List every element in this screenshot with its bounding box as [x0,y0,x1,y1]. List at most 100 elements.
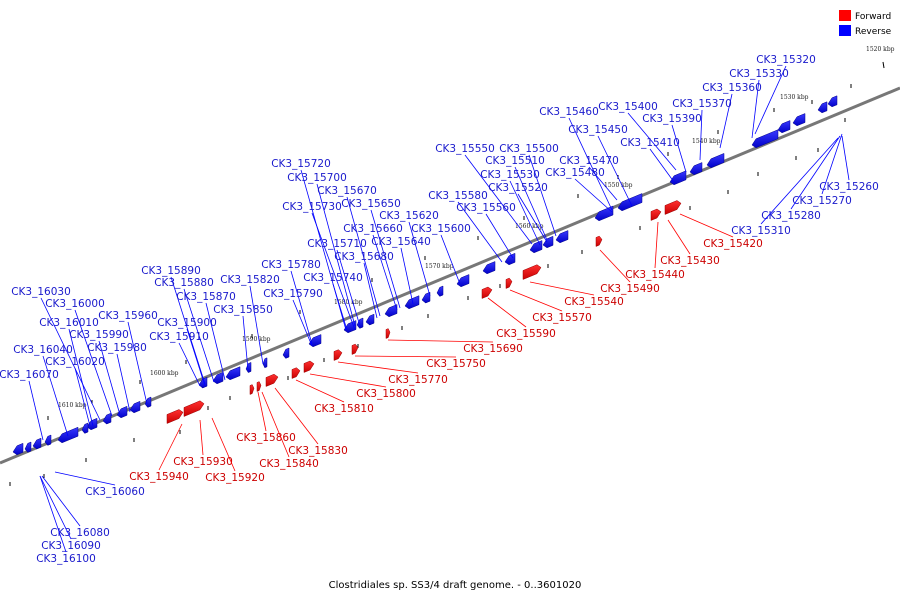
gene-label[interactable]: CK3_15890 [141,265,201,277]
gene-label[interactable]: CK3_15260 [819,181,879,193]
gene-label[interactable]: CK3_16060 [85,486,145,498]
gene-label[interactable]: CK3_15360 [702,82,762,94]
gene-label[interactable]: CK3_16090 [41,540,101,552]
gene-label[interactable]: CK3_15880 [154,277,214,289]
gene-label[interactable]: CK3_16000 [45,298,105,310]
reverse-gene[interactable] [102,412,112,425]
forward-gene[interactable] [291,367,301,379]
gene-label[interactable]: CK3_15800 [356,388,416,400]
gene-label[interactable]: CK3_15940 [129,471,189,483]
gene-label[interactable]: CK3_15960 [98,310,158,322]
gene-label[interactable]: CK3_15690 [463,343,523,355]
gene-label[interactable]: CK3_15860 [236,432,296,444]
gene-label[interactable]: CK3_16010 [39,317,99,329]
reverse-gene[interactable] [421,291,431,304]
reverse-gene[interactable] [129,400,141,414]
gene-label[interactable]: CK3_15910 [149,331,209,343]
reverse-gene[interactable] [436,285,444,297]
reverse-gene[interactable] [555,230,569,244]
reverse-gene[interactable] [86,417,98,431]
gene-label[interactable]: CK3_15420 [703,238,763,250]
reverse-gene[interactable] [792,113,806,127]
gene-label[interactable]: CK3_15620 [379,210,439,222]
gene-label[interactable]: CK3_16070 [0,369,59,381]
gene-label[interactable]: CK3_15400 [598,101,658,113]
gene-label[interactable]: CK3_15720 [271,158,331,170]
reverse-gene[interactable] [356,317,364,329]
gene-label[interactable]: CK3_15900 [157,317,217,329]
gene-label[interactable]: CK3_15440 [625,269,685,281]
gene-label[interactable]: CK3_15790 [263,288,323,300]
gene-label[interactable]: CK3_15850 [213,304,273,316]
gene-label[interactable]: CK3_15510 [485,155,545,167]
gene-label[interactable]: CK3_15780 [261,259,321,271]
gene-label[interactable]: CK3_15490 [600,283,660,295]
reverse-gene[interactable] [384,304,398,318]
reverse-gene[interactable] [404,295,420,310]
reverse-gene[interactable] [12,442,24,456]
gene-label[interactable]: CK3_15650 [341,198,401,210]
gene-label[interactable]: CK3_15460 [539,106,599,118]
gene-label[interactable]: CK3_15710 [307,238,367,250]
forward-gene[interactable] [249,384,255,395]
reverse-gene[interactable] [24,441,32,453]
gene-label[interactable]: CK3_15370 [672,98,732,110]
gene-label[interactable]: CK3_15930 [173,456,233,468]
gene-label[interactable]: CK3_15550 [435,143,495,155]
gene-label[interactable]: CK3_15810 [314,403,374,415]
reverse-gene[interactable] [116,405,128,419]
gene-label[interactable]: CK3_15920 [205,472,265,484]
reverse-gene[interactable] [777,120,791,134]
gene-label[interactable]: CK3_15730 [282,201,342,213]
gene-label[interactable]: CK3_15770 [388,374,448,386]
gene-label[interactable]: CK3_15750 [426,358,486,370]
gene-label[interactable]: CK3_15570 [532,312,592,324]
forward-gene[interactable] [385,328,391,339]
reverse-gene[interactable] [751,129,779,149]
gene-label[interactable]: CK3_15740 [303,272,363,284]
forward-gene[interactable] [183,400,205,417]
gene-label[interactable]: CK3_15560 [456,202,516,214]
gene-label[interactable]: CK3_15270 [792,195,852,207]
forward-gene[interactable] [595,235,603,247]
forward-gene[interactable] [522,264,542,280]
reverse-gene[interactable] [689,162,703,176]
gene-label[interactable]: CK3_15310 [731,225,791,237]
gene-label[interactable]: CK3_15840 [259,458,319,470]
reverse-gene[interactable] [212,371,224,385]
gene-label[interactable]: CK3_15670 [317,185,377,197]
gene-label[interactable]: CK3_15430 [660,255,720,267]
gene-label[interactable]: CK3_16020 [45,356,105,368]
reverse-gene[interactable] [706,153,725,169]
forward-gene[interactable] [166,409,184,424]
forward-gene[interactable] [481,286,493,299]
gene-label[interactable]: CK3_15500 [499,143,559,155]
forward-gene[interactable] [351,343,359,355]
forward-gene[interactable] [265,373,279,387]
reverse-gene[interactable] [482,261,496,275]
forward-gene[interactable] [650,208,662,221]
gene-label[interactable]: CK3_15870 [176,291,236,303]
gene-label[interactable]: CK3_15820 [220,274,280,286]
gene-label[interactable]: CK3_15450 [568,124,628,136]
reverse-gene[interactable] [81,422,89,434]
gene-label[interactable]: CK3_15590 [496,328,556,340]
gene-label[interactable]: CK3_15320 [756,54,816,66]
reverse-gene[interactable] [144,396,152,408]
reverse-gene[interactable] [817,101,828,114]
reverse-gene[interactable] [542,235,554,249]
forward-gene[interactable] [333,349,343,361]
forward-gene[interactable] [664,200,682,215]
gene-label[interactable]: CK3_15480 [545,167,605,179]
gene-label[interactable]: CK3_15640 [371,236,431,248]
gene-label[interactable]: CK3_16080 [50,527,110,539]
gene-label[interactable]: CK3_15980 [87,342,147,354]
gene-label[interactable]: CK3_15280 [761,210,821,222]
reverse-gene[interactable] [245,362,252,373]
gene-label[interactable]: CK3_15390 [642,113,702,125]
forward-gene[interactable] [256,381,262,392]
reverse-gene[interactable] [669,170,687,186]
reverse-gene[interactable] [225,366,241,381]
reverse-gene[interactable] [594,205,614,222]
gene-label[interactable]: CK3_15700 [287,172,347,184]
